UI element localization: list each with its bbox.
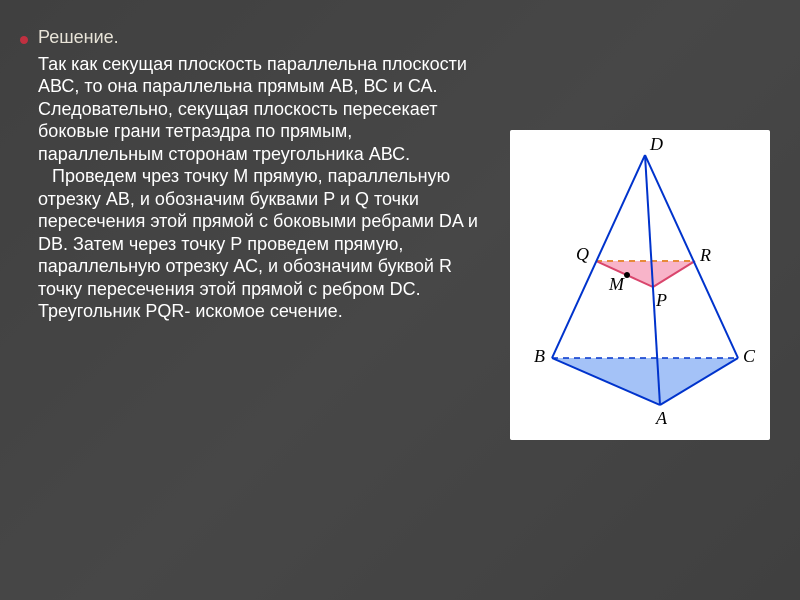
tetrahedron-figure: D Q R M P B C A <box>510 130 770 440</box>
text-column: Решение. Так как секущая плоскость парал… <box>38 26 478 323</box>
slide: Решение. Так как секущая плоскость парал… <box>0 0 800 600</box>
label-P: P <box>655 290 667 310</box>
label-Q: Q <box>576 244 589 264</box>
label-D: D <box>649 134 663 154</box>
paragraph-1: Так как секущая плоскость параллельна пл… <box>38 53 478 166</box>
label-A: A <box>655 408 668 428</box>
label-B: B <box>534 346 545 366</box>
paragraph-2: Проведем чрез точку М прямую, параллельн… <box>38 165 478 323</box>
edge-BD <box>552 155 645 358</box>
label-M: M <box>608 274 625 294</box>
point-M <box>624 272 630 278</box>
solution-heading: Решение. <box>38 26 478 49</box>
edge-CD <box>645 155 738 358</box>
tetrahedron-svg: D Q R M P B C A <box>510 130 770 440</box>
bullet-icon <box>20 36 28 44</box>
label-R: R <box>699 245 711 265</box>
label-C: C <box>743 346 756 366</box>
